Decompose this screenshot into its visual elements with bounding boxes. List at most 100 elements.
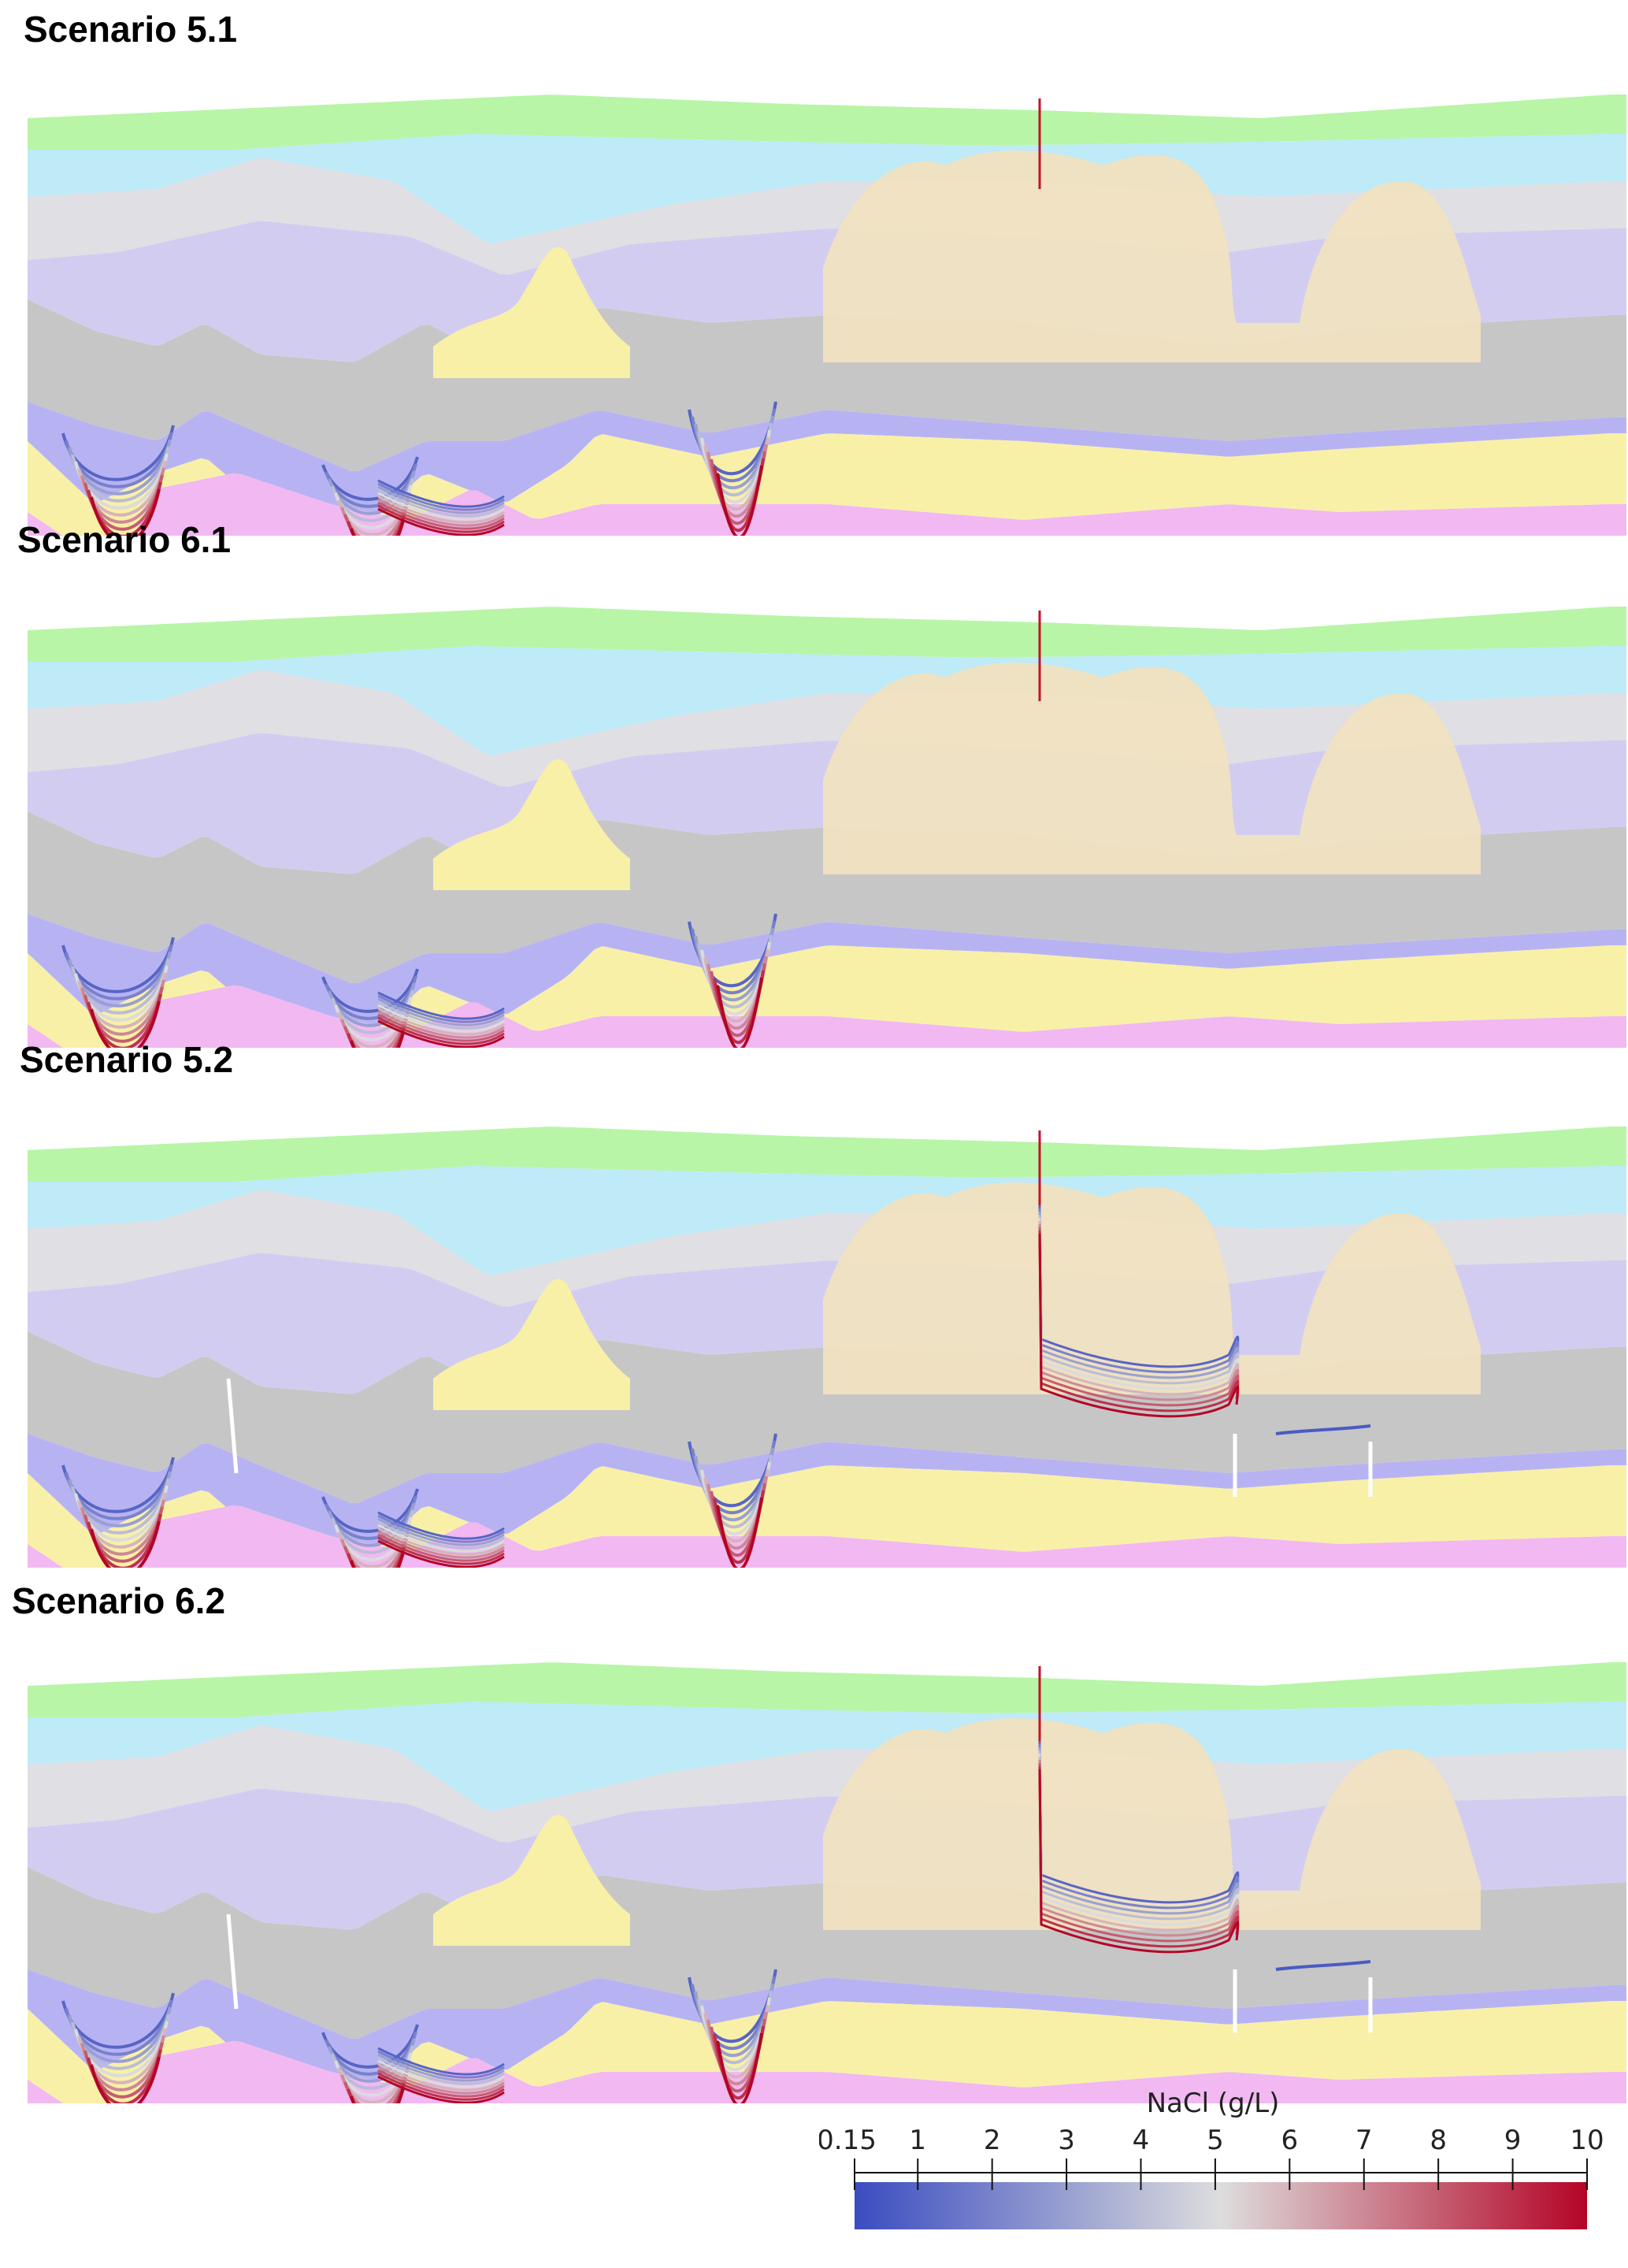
band-shallow-a [28, 134, 1626, 243]
band-lower [28, 914, 1626, 1047]
yellow-peak [433, 1279, 630, 1410]
isoline [716, 977, 763, 1048]
fault-plume-isoline [1038, 1765, 1240, 1948]
fault-plume-isoline [1038, 1233, 1240, 1418]
isoline-tail [377, 2056, 505, 2085]
panel-title: Scenario 6.2 [12, 1580, 226, 1621]
colorbar-tick-label: 9 [1504, 2125, 1522, 2156]
fault-plume-isoline [1038, 1217, 1240, 1390]
band-lower [28, 1969, 1626, 2103]
fault-plume-extension [1275, 1960, 1371, 1971]
colorbar-tick-label: 8 [1430, 2125, 1447, 2156]
colorbar-tick-label: 5 [1207, 2125, 1224, 2156]
fault-plume-isoline [1038, 1211, 1240, 1379]
isoline-tail [377, 1533, 505, 1562]
isoline-tail [377, 1527, 505, 1556]
isoline-tail [377, 2059, 505, 2088]
fault-plume-isoline [1038, 1220, 1240, 1396]
band-lower [28, 402, 1626, 535]
isoline-tail [377, 1007, 505, 1036]
isoline-tail [377, 1004, 505, 1033]
yellow-peak [433, 759, 630, 890]
band-shallow-a [28, 646, 1626, 755]
fault-plume-extension [1275, 1424, 1371, 1435]
isoline-tail [377, 1013, 505, 1042]
fault-plume-isoline [1038, 1214, 1240, 1385]
isoline [716, 1497, 763, 1568]
fault-plume-isoline [1038, 1759, 1240, 1937]
isoline [716, 465, 763, 536]
fault-line [226, 1914, 239, 2010]
sandstone-dome [823, 1182, 1481, 1394]
sandstone-dome [823, 150, 1481, 362]
fault-plume-isoline [1038, 1227, 1240, 1407]
isoline-tail [377, 2047, 505, 2076]
colorbar-tick-label: 6 [1281, 2125, 1299, 2156]
isoline-tail [377, 2075, 505, 2103]
isoline-tail [377, 997, 505, 1026]
isoline-tail [377, 991, 505, 1020]
band-shallow-a [28, 1166, 1626, 1275]
isoline [90, 488, 161, 536]
fault-plume-isoline [1038, 1205, 1240, 1368]
sandstone-dome [823, 663, 1481, 874]
band-lower [28, 1434, 1626, 1567]
isoline-tail [377, 1524, 505, 1553]
isoline-tail [377, 498, 505, 527]
isoline-tail [377, 2072, 505, 2101]
isoline [90, 2056, 161, 2103]
fault-plume-isoline [1038, 1750, 1240, 1921]
isoline-tail [377, 2062, 505, 2092]
isoline-tail [377, 2069, 505, 2098]
colorbar-tick-label: 3 [1058, 2125, 1075, 2156]
band-top [28, 1662, 1626, 1717]
isoline-tail [377, 1514, 505, 1543]
band-marl [28, 1867, 1626, 2039]
band-shallow-a [28, 1702, 1626, 1811]
panel-title: Scenario 5.1 [24, 9, 238, 50]
band-marl [28, 811, 1626, 983]
isoline-tail [377, 1517, 505, 1546]
isoline-tail [377, 994, 505, 1023]
section-panel [0, 63, 1628, 536]
isoline-tail [377, 1539, 505, 1568]
band-marl [28, 1331, 1626, 1503]
isoline [716, 2032, 763, 2103]
colorbar-tick-label: 4 [1133, 2125, 1150, 2156]
band-top [28, 95, 1626, 150]
fault-plume-isoline [1038, 1746, 1240, 1915]
colorbar-tick-label: 2 [984, 2125, 1001, 2156]
isoline-tail [377, 2053, 505, 2082]
isoline-tail [377, 1520, 505, 1550]
isoline-tail [377, 492, 505, 521]
isoline [90, 1520, 161, 1568]
section-svg [28, 1127, 1626, 1568]
isoline-tail [377, 1010, 505, 1039]
colorbar-tick-label: 10 [1570, 2125, 1604, 2156]
section-svg [28, 1662, 1626, 2103]
section-svg [28, 95, 1626, 536]
colorbar: NaCl (g/L) 0.15 1 2 3 4 5 6 7 8 9 10 [817, 2088, 1607, 2245]
colorbar-tick-label: 0.15 [819, 2125, 877, 2156]
panel-title: Scenario 6.1 [17, 519, 232, 560]
isoline-tail [377, 507, 505, 536]
isoline-tail [377, 488, 505, 518]
isoline-tail [377, 1019, 505, 1048]
isoline-tail [377, 504, 505, 533]
isoline-tail [377, 1016, 505, 1045]
fault-plume-isoline [1038, 1762, 1240, 1943]
section-panel [0, 575, 1628, 1048]
section-svg [28, 607, 1626, 1048]
panel-title: Scenario 5.2 [20, 1039, 234, 1080]
colorbar-tick-label: 1 [909, 2125, 926, 2156]
yellow-peak [433, 247, 630, 378]
isoline-tail [377, 2066, 505, 2095]
isoline-tail [377, 1536, 505, 1565]
colorbar-title: NaCl (g/L) [1146, 2088, 1280, 2119]
isoline-tail [377, 482, 505, 511]
isoline-tail [377, 1000, 505, 1030]
fault-plume-isoline [1038, 1230, 1240, 1412]
yellow-peak [433, 1814, 630, 1946]
isoline-tail [377, 495, 505, 524]
fault-plume-isoline [1038, 1753, 1240, 1926]
